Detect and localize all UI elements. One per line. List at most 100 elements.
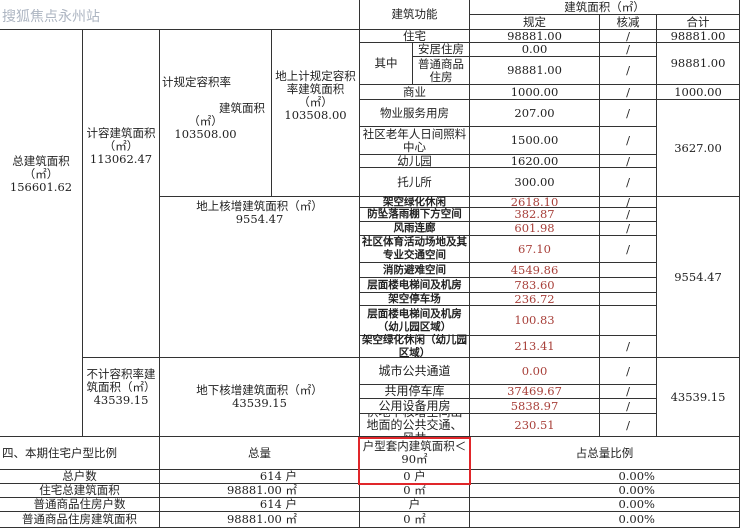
specified-value-text: 382.87	[514, 207, 555, 221]
ratio-label-text: 住宅总建筑面积	[39, 483, 120, 497]
row-label-text: 消防避难空间	[383, 263, 446, 276]
ratio-total: 98881.00 ㎡	[160, 512, 360, 528]
deduction-value-text: /	[626, 339, 630, 353]
deduction-value-text: /	[626, 241, 630, 256]
col-total-text: 总量	[248, 445, 271, 460]
specified-value: 207.00	[470, 100, 600, 127]
row-label: 安居住房	[413, 43, 470, 57]
title-cell	[0, 0, 360, 30]
ratio-pct-text: 0.00%	[618, 512, 655, 526]
row-label-text: 普通商品住房	[418, 56, 464, 84]
row-label-text: 架空停车场	[388, 292, 441, 305]
ratio-small: 户	[360, 498, 470, 512]
nonfar-cell-text: 43539.15	[93, 393, 149, 407]
deduction-value: /	[600, 236, 657, 263]
specified-value: 783.60	[470, 278, 600, 293]
row-label: 商业	[360, 85, 470, 100]
col-small-text: 户型套内建筑面积＜90㎡	[362, 439, 467, 466]
total-value-text: 43539.15	[670, 389, 726, 404]
specified-value-text: 5838.97	[510, 398, 559, 413]
header-specified: 规定	[470, 15, 600, 30]
row-label-text: 架空绿化休闲	[383, 195, 446, 208]
specified-value: 4549.86	[470, 263, 600, 278]
header-area: 建筑面积（㎡）	[470, 0, 740, 15]
deduction-value: /	[600, 385, 657, 399]
above-added-cell-text: 地上核增建筑面积（㎡）	[196, 199, 323, 213]
row-label-text: 层面楼电梯间及机房（幼儿园区域）	[367, 307, 462, 333]
total-value: 1000.00	[657, 85, 740, 100]
deduction-value-text: /	[626, 42, 630, 56]
specified-value: 236.72	[470, 292, 600, 306]
specified-value-text: 98881.00	[507, 28, 562, 43]
ratio-pct-text: 0.00%	[618, 469, 655, 483]
ratio-pct: 0.00%	[470, 498, 740, 512]
ratio-label: 总户数	[0, 470, 160, 484]
above-spec-cell-text: 103508.00	[284, 108, 347, 122]
row-label: 架空绿化休闲（幼儿园区域）	[360, 334, 470, 359]
deduction-value: /	[600, 100, 657, 127]
deduction-value	[600, 293, 657, 306]
row-label: 普通商品住房	[413, 57, 470, 85]
ratio-title-text: 四、本期住宅户型比例	[2, 445, 117, 460]
specified-value-text: 783.60	[514, 277, 555, 292]
total-value: 43539.15	[657, 358, 740, 437]
ratio-small-text: 0 户	[403, 469, 426, 483]
far-area-cell-text: （㎡）	[103, 139, 139, 153]
row-label: 层面楼电梯间及机房（幼儿园区域）	[360, 306, 470, 336]
total-value-text: 3627.00	[674, 140, 722, 155]
total-area-cell-text: 总建筑面积	[12, 154, 70, 168]
specified-value-text: 67.10	[518, 241, 551, 256]
deduction-value-text: /	[626, 417, 630, 432]
deduction-value	[600, 306, 657, 336]
header-total: 合计	[657, 15, 740, 30]
ratio-pct-text: 0.00%	[618, 483, 655, 497]
nonfar-cell-text: 不计容积率建筑面积（㎡）	[86, 367, 156, 394]
ratio-small: 0 户	[360, 470, 470, 484]
row-label: 共用停车库	[360, 385, 470, 399]
header-deduction: 核减	[600, 15, 657, 30]
deduction-value-text: /	[626, 194, 630, 209]
specified-value: 5838.97	[470, 399, 600, 414]
above-spec-cell-text: （㎡）	[298, 95, 333, 109]
ratio-small-text: 户	[408, 497, 421, 511]
specified-value-text: 207.00	[514, 105, 555, 120]
row-label: 城市公共通道	[360, 358, 470, 385]
total-area-cell-text: 156601.62	[9, 180, 73, 194]
spec-far-value: 103508.00	[174, 127, 237, 141]
spec-far-cell: 计规定容积率 建筑面积 （㎡） 103508.00	[160, 30, 272, 197]
deduction-value: /	[600, 222, 657, 236]
deduction-value-text: /	[626, 105, 630, 120]
ratio-label: 住宅总建筑面积	[0, 484, 160, 498]
ratio-total-text: 98881.00 ㎡	[226, 512, 297, 526]
specified-value-text: 213.41	[514, 339, 555, 353]
deduction-value-text: /	[626, 384, 630, 398]
deduction-value-text: /	[626, 221, 630, 235]
specified-value-text: 1620.00	[510, 153, 559, 168]
ratio-pct: 0.00%	[470, 470, 740, 484]
deduction-value-text: /	[626, 398, 630, 413]
ratio-pct: 0.00%	[470, 512, 740, 528]
header-deduction-text: 核减	[616, 14, 640, 29]
specified-value: 2618.10	[470, 195, 600, 208]
ratio-label: 普通商品住房建筑面积	[0, 512, 160, 528]
ratio-label-text: 总户数	[62, 469, 97, 483]
specified-value-text: 230.51	[514, 417, 555, 432]
specified-value: 382.87	[470, 208, 600, 222]
col-pct-text: 占总量比例	[575, 445, 634, 460]
specified-value-text: 0.00	[521, 42, 548, 56]
above-spec-cell: 地上计规定容积率建筑面积 （㎡） 103508.00	[272, 30, 360, 197]
row-label: 社区老年人日间照料中心	[360, 127, 470, 155]
far-area-cell-text: 113062.47	[89, 152, 153, 166]
ratio-pct: 0.00%	[470, 484, 740, 498]
deduction-value-text: /	[626, 174, 630, 189]
nonfar-cell: 不计容积率建筑面积（㎡） 43539.15	[83, 358, 160, 437]
far-area-cell-text: 计容建筑面积	[86, 126, 156, 140]
deduction-value: /	[600, 85, 657, 100]
row-label-text: 防坠落雨棚下方空间	[367, 208, 462, 220]
specified-value: 601.98	[470, 222, 600, 236]
deduction-value: /	[600, 414, 657, 437]
deduction-value: /	[600, 57, 657, 85]
specified-value-text: 4549.86	[510, 262, 559, 277]
header-function: 建筑功能	[360, 0, 470, 30]
row-label: 防坠落雨棚下方空间	[360, 208, 470, 222]
